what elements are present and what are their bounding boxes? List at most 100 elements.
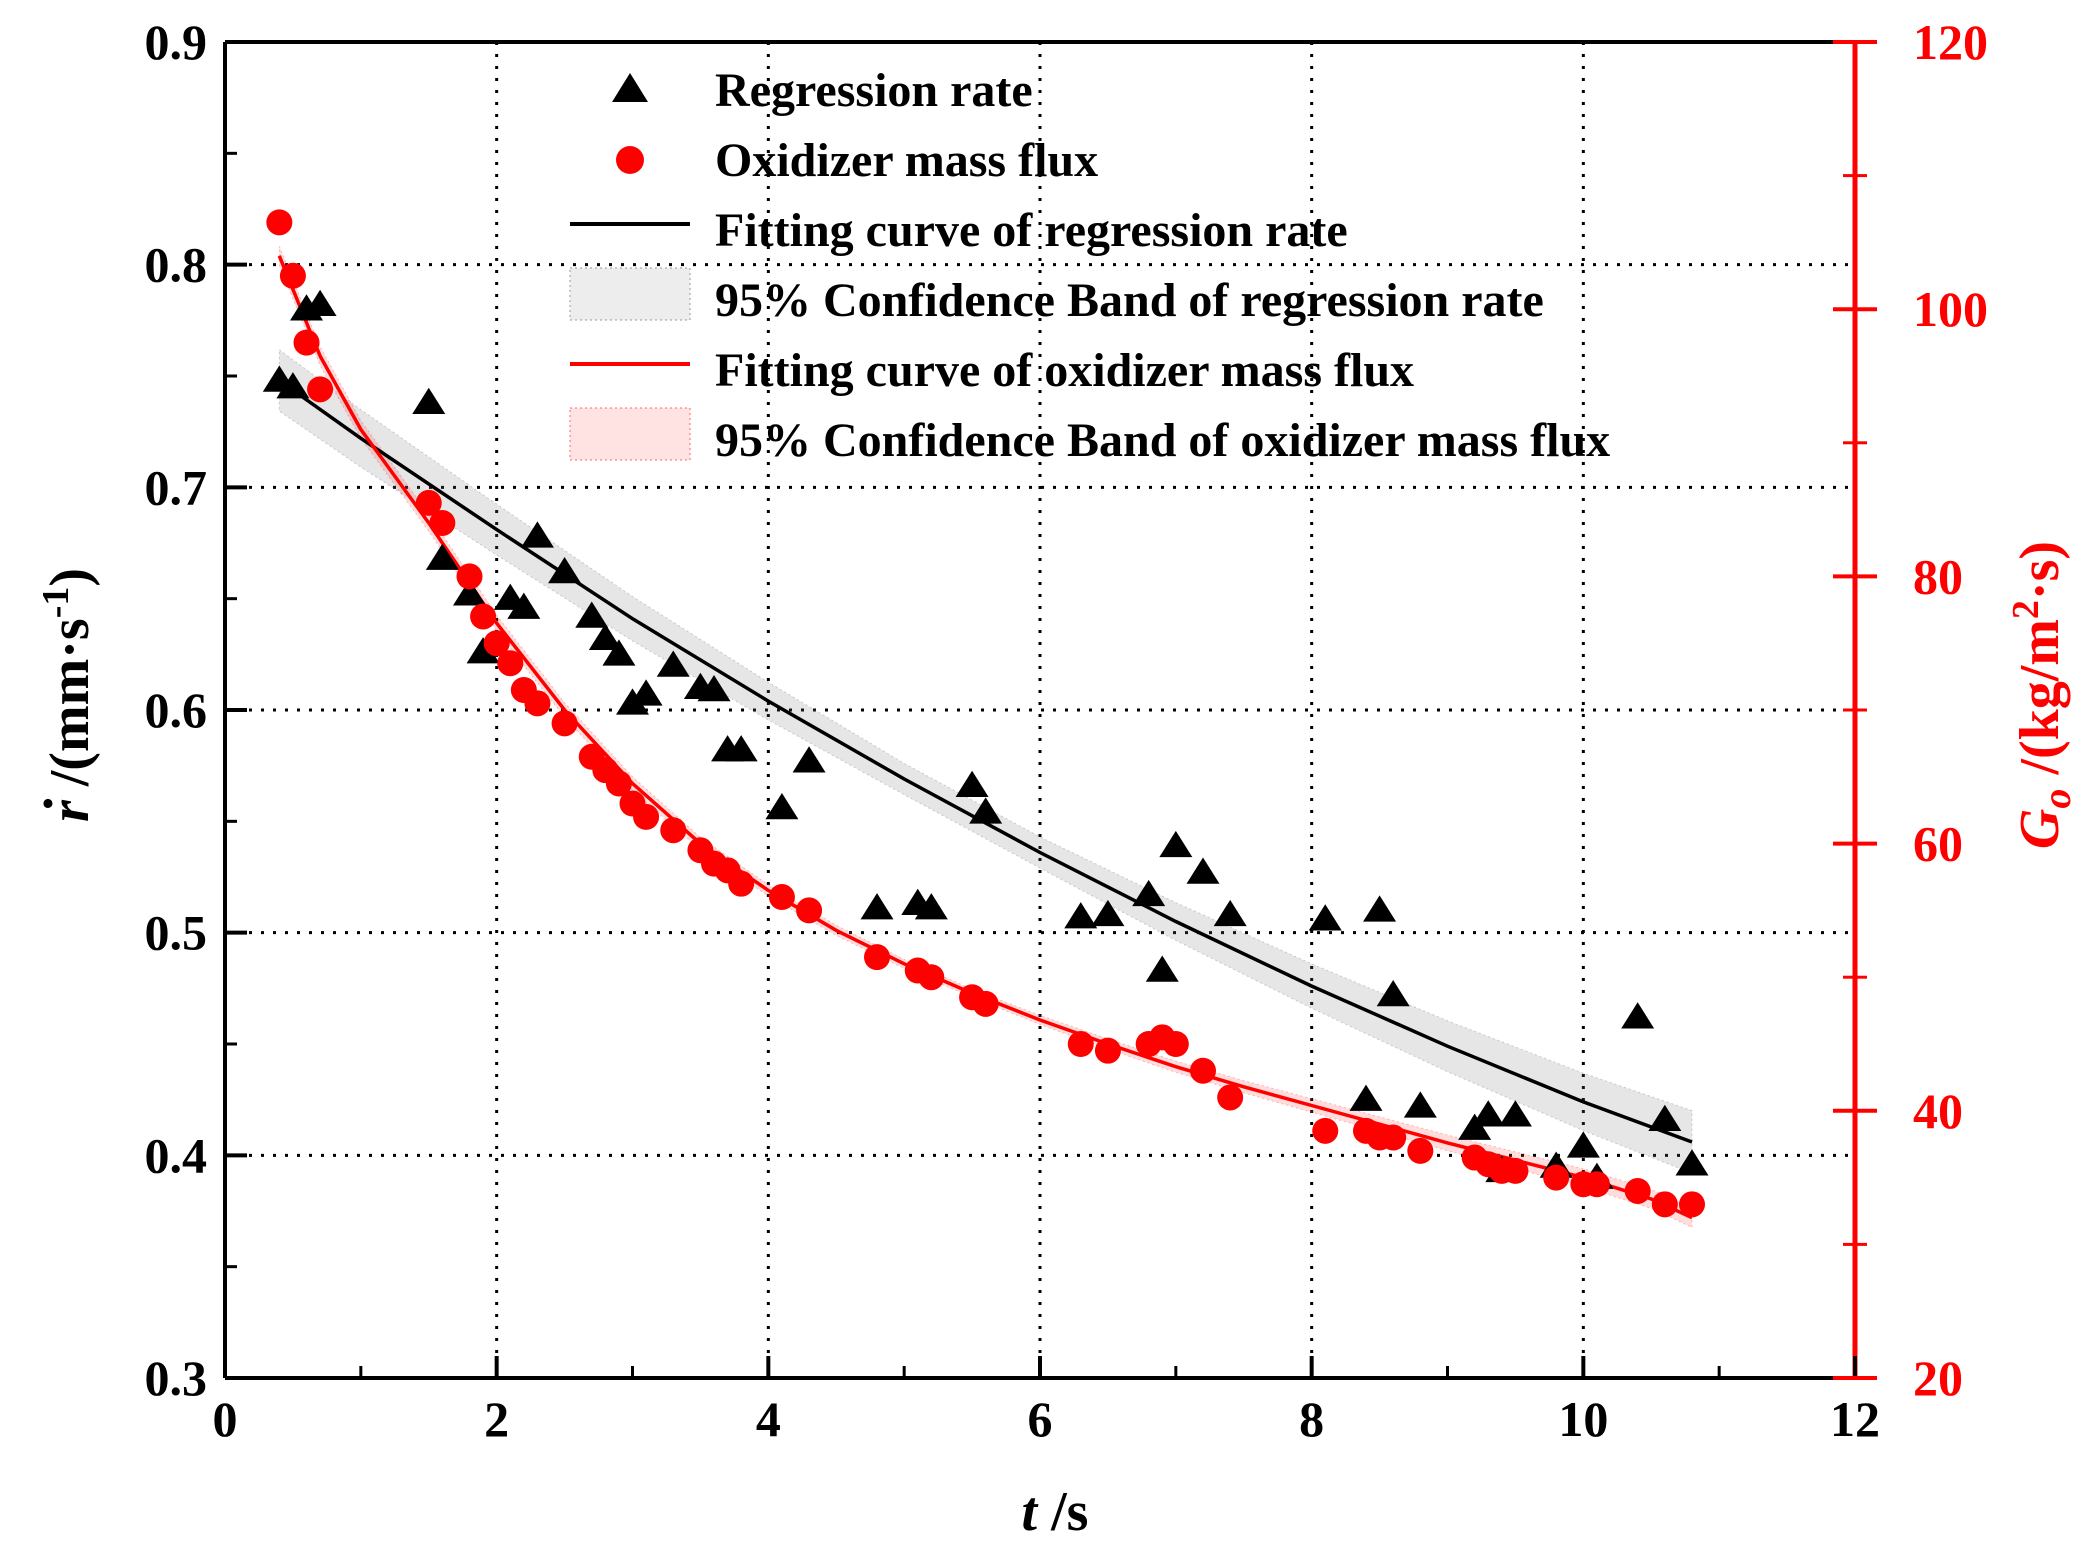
oxidizer-flux-point [1624,1177,1651,1204]
x-axis-title-symbol: t [1022,1481,1039,1543]
regression-rate-point [1363,895,1397,922]
x-tick-label: 8 [1299,1391,1324,1447]
oxidizer-flux-point [1679,1191,1705,1218]
confidence-bands [278,246,1693,1229]
legend-label: 95% Confidence Band of oxidizer mass flu… [715,414,1610,467]
y-left-tick-label: 0.4 [145,1127,208,1183]
legend-circle-icon [616,146,644,174]
y-right-tick-label: 100 [1913,281,1988,337]
oxidizer-flux-point [768,884,795,911]
legend: Regression rate Oxidizer mass flux Fitting… [569,64,1610,467]
regression-rate-point [1186,857,1220,884]
regression-rate-point [860,893,894,920]
regression-rate-point [1349,1084,1383,1111]
y-right-title-close: ·s) [2009,541,2071,600]
regression-rate-point [425,543,459,570]
regression-rate-point [1376,980,1410,1007]
x-tick-label: 2 [484,1391,509,1447]
oxidizer-flux-point [1190,1057,1216,1084]
oxidizer-flux-point [1543,1164,1570,1191]
oxidizer-flux-point [1651,1191,1678,1218]
regression-rate-point [602,639,636,666]
regression-rate-point [1458,1113,1492,1140]
regression-rate-point [575,601,609,628]
y-right-tick-label: 120 [1913,14,1988,70]
regression-rate-point [466,637,500,664]
y-left-tick-label: 0.7 [145,459,208,515]
oxidizer-flux-point [660,817,687,844]
oxidizer-flux-point [1162,1031,1189,1057]
x-tick-label: 0 [213,1391,238,1447]
regression-rate-point [520,521,554,548]
x-tick-label: 4 [756,1391,781,1447]
x-tick-label: 12 [1830,1391,1880,1447]
x-axis-title-unit: /s [1037,1481,1088,1543]
regression-rate-point [969,797,1003,824]
oxidizer-flux-point [470,603,497,630]
y-right-title-sup: 2 [2005,600,2047,619]
regression-rate-point [1403,1091,1437,1118]
regression-rate-point [588,623,622,650]
oxidizer-flux-point [266,209,293,236]
y-right-tick-label: 40 [1913,1083,1963,1139]
axes: 0 2 4 6 8 10 12 0.3 0.4 0.5 0.6 0.7 0.8 0.9 20 40 60 80 10… [145,14,1989,1447]
y-right-tick-label: 20 [1913,1350,1963,1406]
y-right-axis-title: Go /(kg/m2·s) [2005,541,2079,849]
fit-curve-regression-rate [278,379,1693,1144]
regression-rate-point [507,592,541,619]
oxidizer-flux-point [605,770,632,797]
y-right-tick-label: 60 [1913,816,1963,872]
oxidizer-flux-point [796,897,823,924]
regression-rate-point [1621,1002,1655,1029]
oxidizer-flux-point [918,964,945,991]
regression-rate-point [303,289,337,316]
oxidizer-flux-point [483,630,510,657]
y-left-tick-label: 0.6 [145,682,208,738]
regression-rate-point [276,372,310,399]
regression-rate-point [1675,1149,1709,1176]
regression-rate-point [1091,899,1125,927]
regression-rate-point [1308,904,1342,931]
y-left-tick-label: 0.8 [145,237,208,293]
data-markers [262,209,1709,1218]
oxidizer-flux-point [524,690,551,717]
legend-label: Oxidizer mass flux [715,134,1098,187]
oxidizer-flux-point [1217,1084,1244,1111]
y-left-title-sup: -1 [35,587,77,619]
regression-rate-point [724,735,758,762]
regression-rate-point [1064,902,1098,929]
oxidizer-flux-point [1067,1031,1094,1057]
regression-rate-point [914,893,948,920]
regression-rate-point [955,770,989,797]
legend-label: Fitting curve of oxidizer mass flux [715,344,1414,397]
y-left-title-symbol: r [39,799,101,822]
regression-rate-point [1566,1131,1600,1158]
y-left-title-dot: · [39,773,58,835]
legend-label: Regression rate [715,64,1033,117]
y-right-tick-label: 80 [1913,548,1963,604]
y-left-title-unit: /(mm·s [39,618,101,800]
regression-rate-point [697,674,731,702]
oxidizer-flux-point [293,329,320,356]
x-tick-label: 10 [1558,1391,1608,1447]
y-left-title-close: ) [39,568,101,587]
legend-label: 95% Confidence Band of regression rate [715,274,1544,327]
y-right-title-symbol: G [2009,809,2071,849]
regression-rate-point [1132,879,1166,907]
oxidizer-flux-point [429,509,456,536]
oxidizer-flux-point [456,563,483,590]
regression-rate-point [656,650,690,677]
regression-rate-point [548,556,582,584]
y-right-title-sub: o [2034,789,2079,809]
oxidizer-flux-point [1407,1137,1434,1164]
confidence-band-regression-rate [278,348,1693,1175]
oxidizer-flux-point [972,990,999,1017]
oxidizer-flux-point [1312,1117,1339,1144]
y-left-tick-label: 0.5 [145,905,208,961]
oxidizer-flux-point [633,803,660,830]
legend-band-black-icon [569,267,691,321]
x-tick-label: 6 [1028,1391,1053,1447]
oxidizer-flux-point [1094,1037,1121,1064]
x-axis-title: t /s [1022,1481,1089,1543]
